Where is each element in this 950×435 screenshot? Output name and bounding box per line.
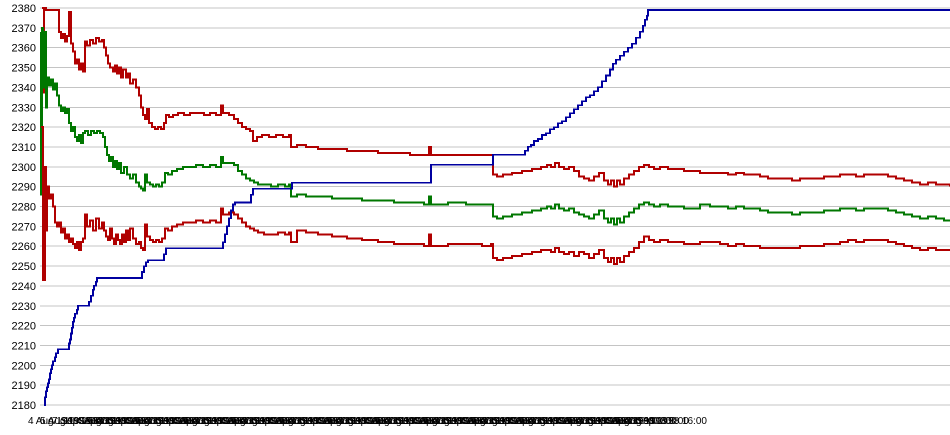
x-axis-label: 7 Sep 1998 16:00 [244, 416, 323, 427]
x-axis-tick-labels: 4 Aug 1998 0:00 5 Aug 1998 8:00 7 Sep 1998… [0, 414, 730, 430]
x-axis-label: 10 Sep 1998 0:00 [256, 416, 335, 427]
x-axis-label: 5 Aug 1998 8:00 [88, 416, 161, 427]
y-axis-label: 2360 [12, 43, 36, 55]
x-axis-label: 5 Aug 1998 8:00 [616, 416, 689, 427]
y-axis-label: 2220 [12, 321, 36, 333]
y-axis-label: 2250 [12, 261, 36, 273]
y-axis-label: 2290 [12, 182, 36, 194]
x-axis-label: 10 Sep 1998 0:00 [496, 416, 575, 427]
y-axis-label: 2380 [12, 3, 36, 15]
y-axis-label: 2190 [12, 380, 36, 392]
x-axis-label: 4 Aug 1998 0:00 [412, 416, 485, 427]
x-axis-label: 10 Sep 1998 0:00 [448, 416, 527, 427]
y-axis-label: 2300 [12, 162, 36, 174]
y-axis-label: 2340 [12, 82, 36, 94]
x-axis-label: 7 Sep 1998 16:00 [196, 416, 275, 427]
x-axis-label: 10 Sep 1998 0:00 [352, 416, 431, 427]
y-axis-label: 2350 [12, 63, 36, 75]
x-axis-label: 5 Aug 1998 8:00 [568, 416, 641, 427]
y-axis-label: 2370 [12, 23, 36, 35]
x-axis-label: 4 Aug 1998 0:00 [460, 416, 533, 427]
x-axis-label: 7 Sep 1998 16:00 [340, 416, 419, 427]
x-axis-label: 7 Sep 1998 16:00 [52, 416, 131, 427]
x-axis-label: 5 Aug 1998 8:00 [184, 416, 257, 427]
x-axis-label: 10 Sep 1998 0:00 [400, 416, 479, 427]
x-axis-label: 5 Aug 1998 8:00 [232, 416, 305, 427]
x-axis-label: 5 Aug 1998 8:00 [424, 416, 497, 427]
series-upper-red-band [42, 7, 950, 188]
series-middle-green-band [40, 26, 950, 226]
x-axis-label: 7 Sep 1998 16:00 [100, 416, 179, 427]
y-axis-label: 2330 [12, 102, 36, 114]
x-axis-label: 5 Aug 1998 8:00 [520, 416, 593, 427]
x-axis-label: 4 Aug 1998 0:00 [604, 416, 677, 427]
x-axis-label: 10 Sep 1998 0:00 [64, 416, 143, 427]
x-axis-label: 5 Aug 1998 8:00 [40, 416, 113, 427]
x-axis-label: 7 Sep 1998 16:00 [436, 416, 515, 427]
x-axis-label: 4 Aug 1998 0:00 [268, 416, 341, 427]
y-axis-label: 2240 [12, 281, 36, 293]
series-lower-red-band [41, 126, 950, 281]
y-axis-label: 2320 [12, 122, 36, 134]
x-axis-label: 4 Aug 1998 0:00 [556, 416, 629, 427]
y-axis-label: 2200 [12, 360, 36, 372]
x-axis-label: 4 Aug 1998 0:00 [364, 416, 437, 427]
x-axis-label: 4 Aug 1998 0:00 [124, 416, 197, 427]
x-axis-label: 10 Sep 1998 0:00 [208, 416, 287, 427]
x-axis-label: 5 Aug 1998 8:00 [376, 416, 449, 427]
x-axis-label: 5 Aug 1998 8:00 [328, 416, 401, 427]
y-axis-label: 2260 [12, 241, 36, 253]
x-axis-label: 7 Sep 1998 16:00 [292, 416, 371, 427]
gridlines [40, 7, 950, 406]
x-axis-label: 10 Sep 1998 0:00 [592, 416, 671, 427]
x-axis-label: 7 Sep 1998 16:00 [532, 416, 611, 427]
x-axis-label: 4 Aug 1998 0:00 [76, 416, 149, 427]
x-axis-label: 10 Sep 1998 0:00 [160, 416, 239, 427]
x-axis-label: 7 Sep 1998 16:00 [148, 416, 227, 427]
x-axis-label: 10 Sep 1998 0:00 [304, 416, 383, 427]
y-axis-label: 2280 [12, 202, 36, 214]
y-axis-label: 2270 [12, 221, 36, 233]
series-blue-step-line [44, 9, 950, 406]
x-axis-label: 4 Aug 1998 0:00 [28, 416, 101, 427]
x-axis-label: 7 Sep 1998 16:00 [628, 416, 707, 427]
y-axis-label: 2210 [12, 340, 36, 352]
x-axis-label: 4 Aug 1998 0:00 [172, 416, 245, 427]
x-axis-label: 5 Aug 1998 8:00 [280, 416, 353, 427]
x-axis-label: 7 Sep 1998 16:00 [388, 416, 467, 427]
y-axis-label: 2230 [12, 301, 36, 313]
x-axis-label: 4 Aug 1998 0:00 [508, 416, 581, 427]
y-axis-label: 2310 [12, 142, 36, 154]
x-axis-label: 10 Sep 1998 0:00 [112, 416, 191, 427]
x-axis-label: 4 Aug 1998 0:00 [220, 416, 293, 427]
x-axis-label: 5 Aug 1998 8:00 [472, 416, 545, 427]
x-axis-label: 7 Sep 1998 16:00 [580, 416, 659, 427]
x-axis-label: 5 Aug 1998 8:00 [136, 416, 209, 427]
x-axis-label: 7 Sep 1998 16:00 [484, 416, 563, 427]
x-axis-label: 10 Sep 1998 0:00 [544, 416, 623, 427]
x-axis-label: 4 Aug 1998 0:00 [316, 416, 389, 427]
y-axis-tick-labels: 2380 2370 2360 2350 2340 2330 2320 2310 2300 2290… [12, 3, 36, 412]
y-axis-label: 2180 [12, 400, 36, 412]
